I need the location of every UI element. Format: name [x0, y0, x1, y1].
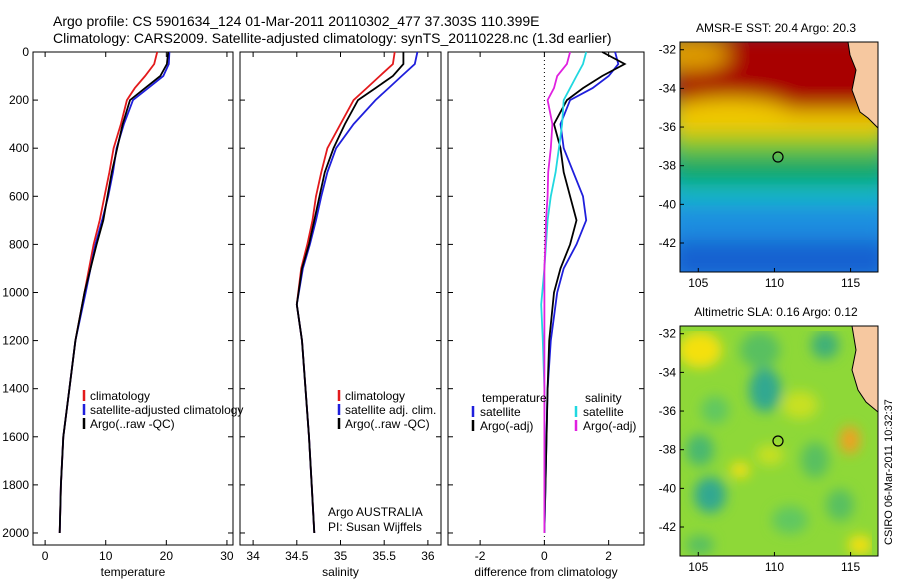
temperature-x-axis-label: temperature — [101, 565, 166, 579]
difference-axes-box — [447, 51, 645, 546]
map-y-tick-label: -38 — [659, 159, 677, 173]
y-tick-label: 2000 — [2, 526, 29, 540]
legend-entry: Argo(-adj) — [480, 419, 533, 433]
temperature-axes-box — [32, 51, 234, 546]
y-tick-label: 1600 — [2, 430, 29, 444]
y-tick-label: 200 — [9, 93, 29, 107]
annotation-line: PI: Susan Wijffels — [328, 520, 422, 534]
x-tick-label: 10 — [99, 549, 113, 563]
sla-argo-marker — [772, 435, 784, 447]
map-x-tick-label: 115 — [841, 276, 860, 290]
x-tick-label: 0 — [42, 549, 49, 563]
x-tick-label: 34 — [246, 549, 260, 563]
difference-panel: -2 0 2 difference from climatology temperatu… — [447, 51, 645, 579]
map-y-tick-label: -36 — [659, 120, 677, 134]
y-tick-label: 1000 — [2, 285, 29, 299]
map-y-tick-label: -32 — [659, 327, 677, 341]
salinity-x-axis-label: salinity — [322, 565, 359, 579]
legend-entry: satellite-adjusted climatology — [90, 403, 243, 417]
temperature-series-argo-raw-qc- — [58, 51, 170, 534]
map-x-tick-label: 105 — [688, 276, 708, 290]
x-tick-label: 36 — [421, 549, 435, 563]
map-y-tick-label: -38 — [659, 443, 677, 457]
salinity-series-satellite-adj-clim- — [295, 51, 419, 534]
difference-x-axis-label: difference from climatology — [474, 565, 617, 579]
sst-heatmap — [680, 42, 878, 272]
x-tick-label: 2 — [605, 549, 612, 563]
difference-series-salinity-argo-adj- — [543, 51, 571, 533]
sst-argo-marker — [772, 151, 784, 163]
y-tick-label: 1200 — [2, 334, 29, 348]
legend-entry: satellite — [480, 405, 521, 419]
map-x-tick-label: 105 — [688, 560, 708, 574]
legend-entry: temperature — [482, 391, 547, 405]
y-tick-label: 400 — [9, 141, 29, 155]
map-y-tick-label: -36 — [659, 404, 677, 418]
y-tick-label: 800 — [9, 237, 29, 251]
salinity-panel: 34 34.5 35 35.5 36 salinity climatologysatelli… — [239, 51, 442, 579]
map-x-tick-label: 110 — [765, 276, 784, 290]
y-tick-label: 1400 — [2, 382, 29, 396]
figure-title-line2: Climatology: CARS2009. Satellite-adjuste… — [53, 30, 611, 46]
legend-entry: satellite adj. clim. — [345, 403, 436, 417]
x-tick-label: 30 — [220, 549, 234, 563]
legend-entry: climatology — [90, 389, 150, 403]
x-tick-label: 20 — [160, 549, 174, 563]
map-y-tick-label: -40 — [659, 197, 677, 211]
legend-entry: salinity — [585, 391, 622, 405]
legend-entry: climatology — [345, 389, 405, 403]
map-y-tick-label: -42 — [659, 520, 677, 534]
temperature-series-climatology — [58, 51, 159, 534]
x-tick-label: 35 — [334, 549, 348, 563]
sla-land — [851, 326, 878, 413]
sst-map-title: AMSR-E SST: 20.4 Argo: 20.3 — [696, 21, 856, 35]
difference-series-salinity-satellite — [540, 51, 588, 533]
map-y-tick-label: -40 — [659, 481, 677, 495]
x-tick-label: 0 — [541, 549, 548, 563]
sla-map-title: Altimetric SLA: 0.16 Argo: 0.12 — [694, 305, 858, 319]
x-tick-label: -2 — [475, 549, 486, 563]
x-tick-label: 34.5 — [285, 549, 309, 563]
sst-land — [847, 42, 878, 129]
map-y-tick-label: -42 — [659, 236, 677, 250]
footer-credit: CSIRO 06-Mar-2011 10:32:37 — [883, 399, 895, 545]
map-y-tick-label: -34 — [659, 81, 677, 95]
legend-entry: Argo(-adj) — [583, 419, 636, 433]
y-tick-label: 1800 — [2, 478, 29, 492]
map-x-tick-label: 110 — [765, 560, 784, 574]
sla-map-panel: Altimetric SLA: 0.16 Argo: 0.12 — [659, 305, 879, 574]
map-x-tick-label: 115 — [841, 560, 860, 574]
legend-entry: Argo(..raw -QC) — [90, 417, 175, 431]
temperature-panel: 0 10 20 30 0 200 400 600 800 1000 1200 1400 1600 1800… — [2, 45, 243, 579]
map-y-tick-label: -32 — [659, 43, 677, 57]
figure-title-line1: Argo profile: CS 5901634_124 01-Mar-2011… — [53, 13, 540, 29]
sla-heatmap — [680, 326, 878, 556]
temperature-series-satellite-adjusted-climatology — [58, 51, 171, 534]
salinity-series-argo-raw-qc- — [295, 52, 405, 534]
difference-series-temperature-argo-adj- — [543, 51, 627, 534]
map-y-tick-label: -34 — [659, 365, 677, 379]
sst-map-panel: AMSR-E SST: 20.4 Argo: 20.3 105 110 115 -32… — [659, 21, 879, 290]
x-tick-label: 35.5 — [373, 549, 397, 563]
y-tick-label: 600 — [9, 189, 29, 203]
legend-entry: Argo(..raw -QC) — [345, 417, 430, 431]
difference-series-temperature-satellite — [543, 51, 620, 534]
legend-entry: satellite — [583, 405, 624, 419]
annotation-line: Argo AUSTRALIA — [328, 505, 423, 519]
y-tick-label: 0 — [22, 45, 29, 59]
